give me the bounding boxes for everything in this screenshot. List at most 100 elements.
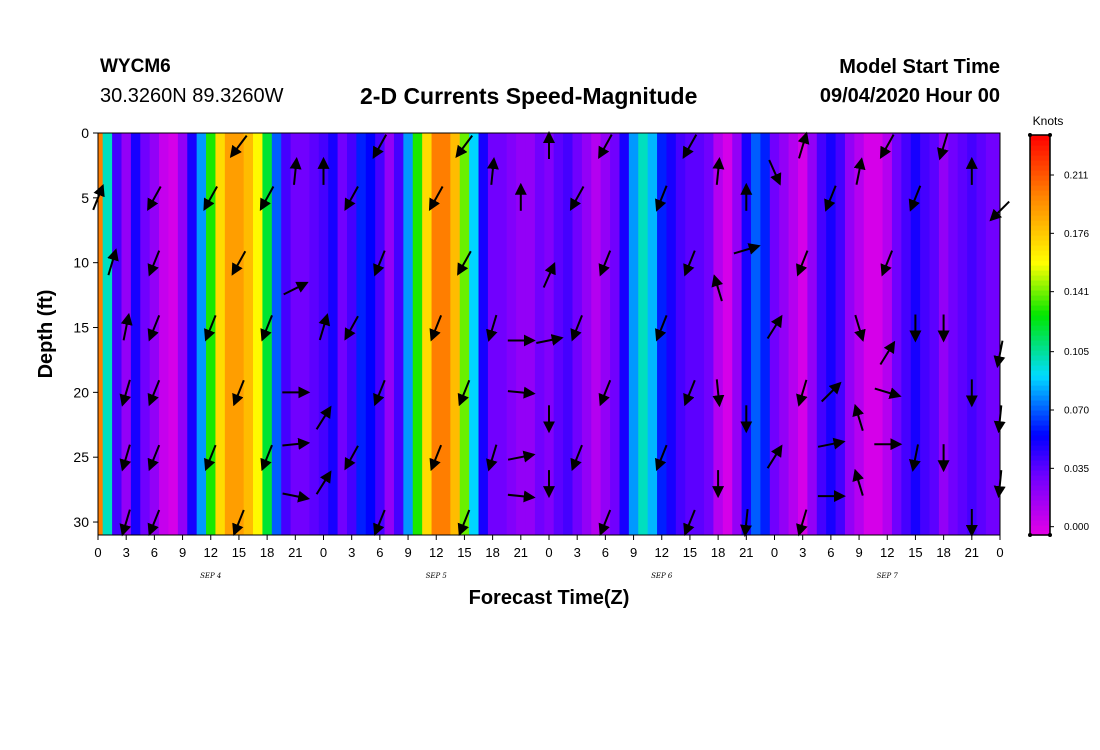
- current-arrow-73: [711, 274, 724, 302]
- colorbar-swatch-47: [1030, 295, 1050, 301]
- colorbar-tick-label-3: 0.105: [1064, 347, 1089, 358]
- current-arrow-87: [824, 185, 837, 212]
- current-arrow-28: [318, 313, 331, 341]
- heat-cell-39: [459, 133, 470, 535]
- x-axis: 0 3 6 9 12 15 18 21 0 3 6 9 12 15 18 21 0 3 6 9 12 15 18 21 0 3 6 9…: [94, 535, 1004, 580]
- current-arrow-16: [231, 250, 247, 276]
- station-coordinates: 30.3260N 89.3260W: [100, 85, 284, 107]
- day-label-0: SEP 4: [200, 572, 221, 580]
- current-arrow-18: [232, 509, 245, 536]
- colorbar-swatch-71: [1030, 175, 1050, 181]
- current-arrow-9: [147, 379, 161, 407]
- current-arrow-3: [119, 379, 132, 407]
- current-arrow-35: [373, 250, 386, 277]
- x-tick-label-2: 6: [151, 545, 158, 560]
- heat-cell-86: [901, 133, 912, 535]
- colorbar-swatch-39: [1030, 335, 1050, 341]
- heat-cell-69: [741, 133, 752, 535]
- x-tick-label-28: 12: [880, 545, 894, 560]
- current-arrow-22: [289, 157, 302, 185]
- heat-cell-35: [422, 133, 433, 535]
- current-arrow-7: [147, 250, 161, 277]
- current-arrow-30: [315, 470, 332, 495]
- current-arrow-79: [740, 509, 752, 537]
- model-start-value: 09/04/2020 Hour 00: [819, 85, 1000, 107]
- colorbar-swatch-60: [1030, 230, 1050, 236]
- heat-cell-52: [581, 133, 592, 535]
- colorbar-swatch-49: [1030, 285, 1050, 291]
- colorbar-swatch-9: [1030, 485, 1050, 491]
- colorbar-swatch-19: [1030, 435, 1050, 441]
- current-arrow-83: [797, 131, 810, 159]
- current-arrow-62: [598, 250, 612, 277]
- x-tick-label-3: 9: [179, 545, 186, 560]
- heat-cell-26: [337, 133, 348, 535]
- colorbar-swatch-53: [1030, 265, 1050, 271]
- colorbar-swatch-5: [1030, 505, 1050, 511]
- x-tick-label-5: 15: [232, 545, 246, 560]
- colorbar-swatch-2: [1030, 520, 1050, 526]
- heat-cell-82: [863, 133, 874, 535]
- current-arrow-40: [429, 444, 443, 472]
- current-arrow-44: [457, 509, 471, 536]
- heat-cell-20: [281, 133, 292, 535]
- current-arrow-103: [937, 133, 949, 161]
- current-arrow-19: [259, 186, 275, 211]
- colorbar-swatch-50: [1030, 280, 1050, 286]
- y-axis: 0 5 10 15 20 25 30: [73, 125, 98, 530]
- x-tick-label-26: 6: [827, 545, 834, 560]
- colorbar-swatch-63: [1030, 215, 1050, 221]
- heat-cell-15: [234, 133, 245, 535]
- colorbar-swatch-15: [1030, 455, 1050, 461]
- heat-cell-91: [948, 133, 959, 535]
- y-axis-label: Depth (ft): [35, 290, 57, 379]
- current-arrow-37: [373, 509, 386, 536]
- y-tick-label-5: 25: [73, 449, 89, 465]
- x-tick-label-23: 21: [739, 545, 753, 560]
- current-arrow-20: [260, 315, 273, 342]
- x-tick-label-22: 18: [711, 545, 725, 560]
- current-arrow-25: [282, 437, 311, 450]
- colorbar-swatch-27: [1030, 395, 1050, 401]
- heat-cell-28: [356, 133, 367, 535]
- y-tick-label-0: 0: [81, 125, 89, 141]
- heat-cell-92: [957, 133, 968, 535]
- colorbar-swatch-0: [1030, 530, 1050, 536]
- colorbar-swatch-8: [1030, 490, 1050, 496]
- x-tick-label-10: 6: [376, 545, 383, 560]
- heat-cell-57: [628, 133, 639, 535]
- current-arrow-70: [683, 379, 696, 407]
- heat-cell-76: [807, 133, 818, 535]
- heat-cell-61: [666, 133, 677, 535]
- heat-cell-5: [140, 133, 151, 535]
- current-arrow-33: [344, 445, 359, 471]
- heat-cell-23: [309, 133, 320, 535]
- x-tick-label-30: 18: [936, 545, 950, 560]
- colorbar-swatch-3: [1030, 515, 1050, 521]
- x-tick-label-18: 6: [602, 545, 609, 560]
- colorbar-swatch-1: [1030, 525, 1050, 531]
- heat-cell-4: [130, 133, 141, 535]
- colorbar-swatch-44: [1030, 310, 1050, 316]
- heat-cell-59: [647, 133, 658, 535]
- colorbar-swatch-72: [1030, 170, 1050, 176]
- heat-cell-34: [412, 133, 423, 535]
- heat-cell-9: [177, 133, 188, 535]
- current-arrow-61: [598, 134, 613, 160]
- model-start-label: Model Start Time: [839, 56, 1000, 78]
- current-arrow-58: [569, 186, 585, 211]
- current-arrow-51: [507, 450, 536, 463]
- colorbar-swatch-17: [1030, 445, 1050, 451]
- colorbar-corner-tl: [1028, 133, 1032, 137]
- heat-cell-48: [544, 133, 555, 535]
- colorbar-units: Knots: [1033, 114, 1064, 128]
- y-tick-label-4: 20: [73, 384, 89, 400]
- heat-cell-37: [440, 133, 451, 535]
- x-tick-label-13: 15: [457, 545, 471, 560]
- current-arrow-97: [879, 340, 896, 366]
- heat-cell-95: [985, 133, 996, 535]
- current-arrow-38: [428, 186, 444, 211]
- heat-cell-84: [882, 133, 893, 535]
- heat-cell-68: [732, 133, 743, 535]
- heat-cell-77: [816, 133, 827, 535]
